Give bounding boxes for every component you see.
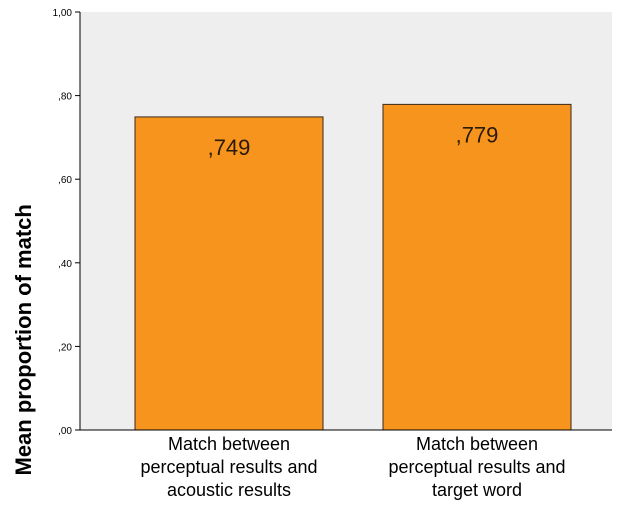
x-category-label: Match between perceptual results and targe… <box>357 433 597 502</box>
x-category-label-line: Match between <box>167 434 291 454</box>
x-category-label-line: perceptual results and <box>140 457 318 477</box>
y-tick-label: 1,00 <box>53 8 73 19</box>
x-category-label-line: Match between <box>415 434 539 454</box>
y-axis-ticks: ,00 ,20 ,40 ,60 ,80 1,00 <box>53 8 80 437</box>
bar-value-label: ,779 <box>456 122 499 147</box>
x-category-label-line: target word <box>431 480 523 500</box>
x-category-label-line: perceptual results and <box>388 457 566 477</box>
bar <box>382 103 572 431</box>
bar-value-label: ,749 <box>208 135 251 160</box>
y-axis-label: Mean proportion of match <box>11 204 36 476</box>
bars: ,749 ,779 <box>134 103 572 431</box>
y-tick-label: ,80 <box>58 92 72 103</box>
y-tick-label: ,40 <box>58 259 72 270</box>
y-tick-label: ,20 <box>58 342 72 353</box>
y-axis-label-container: Mean proportion of match <box>4 0 44 476</box>
y-tick-label: ,60 <box>58 175 72 186</box>
bar <box>134 116 324 431</box>
y-tick-label: ,00 <box>58 426 72 437</box>
x-category-label: Match between perceptual results and acous… <box>109 433 349 502</box>
x-category-label-line: acoustic results <box>166 480 292 500</box>
